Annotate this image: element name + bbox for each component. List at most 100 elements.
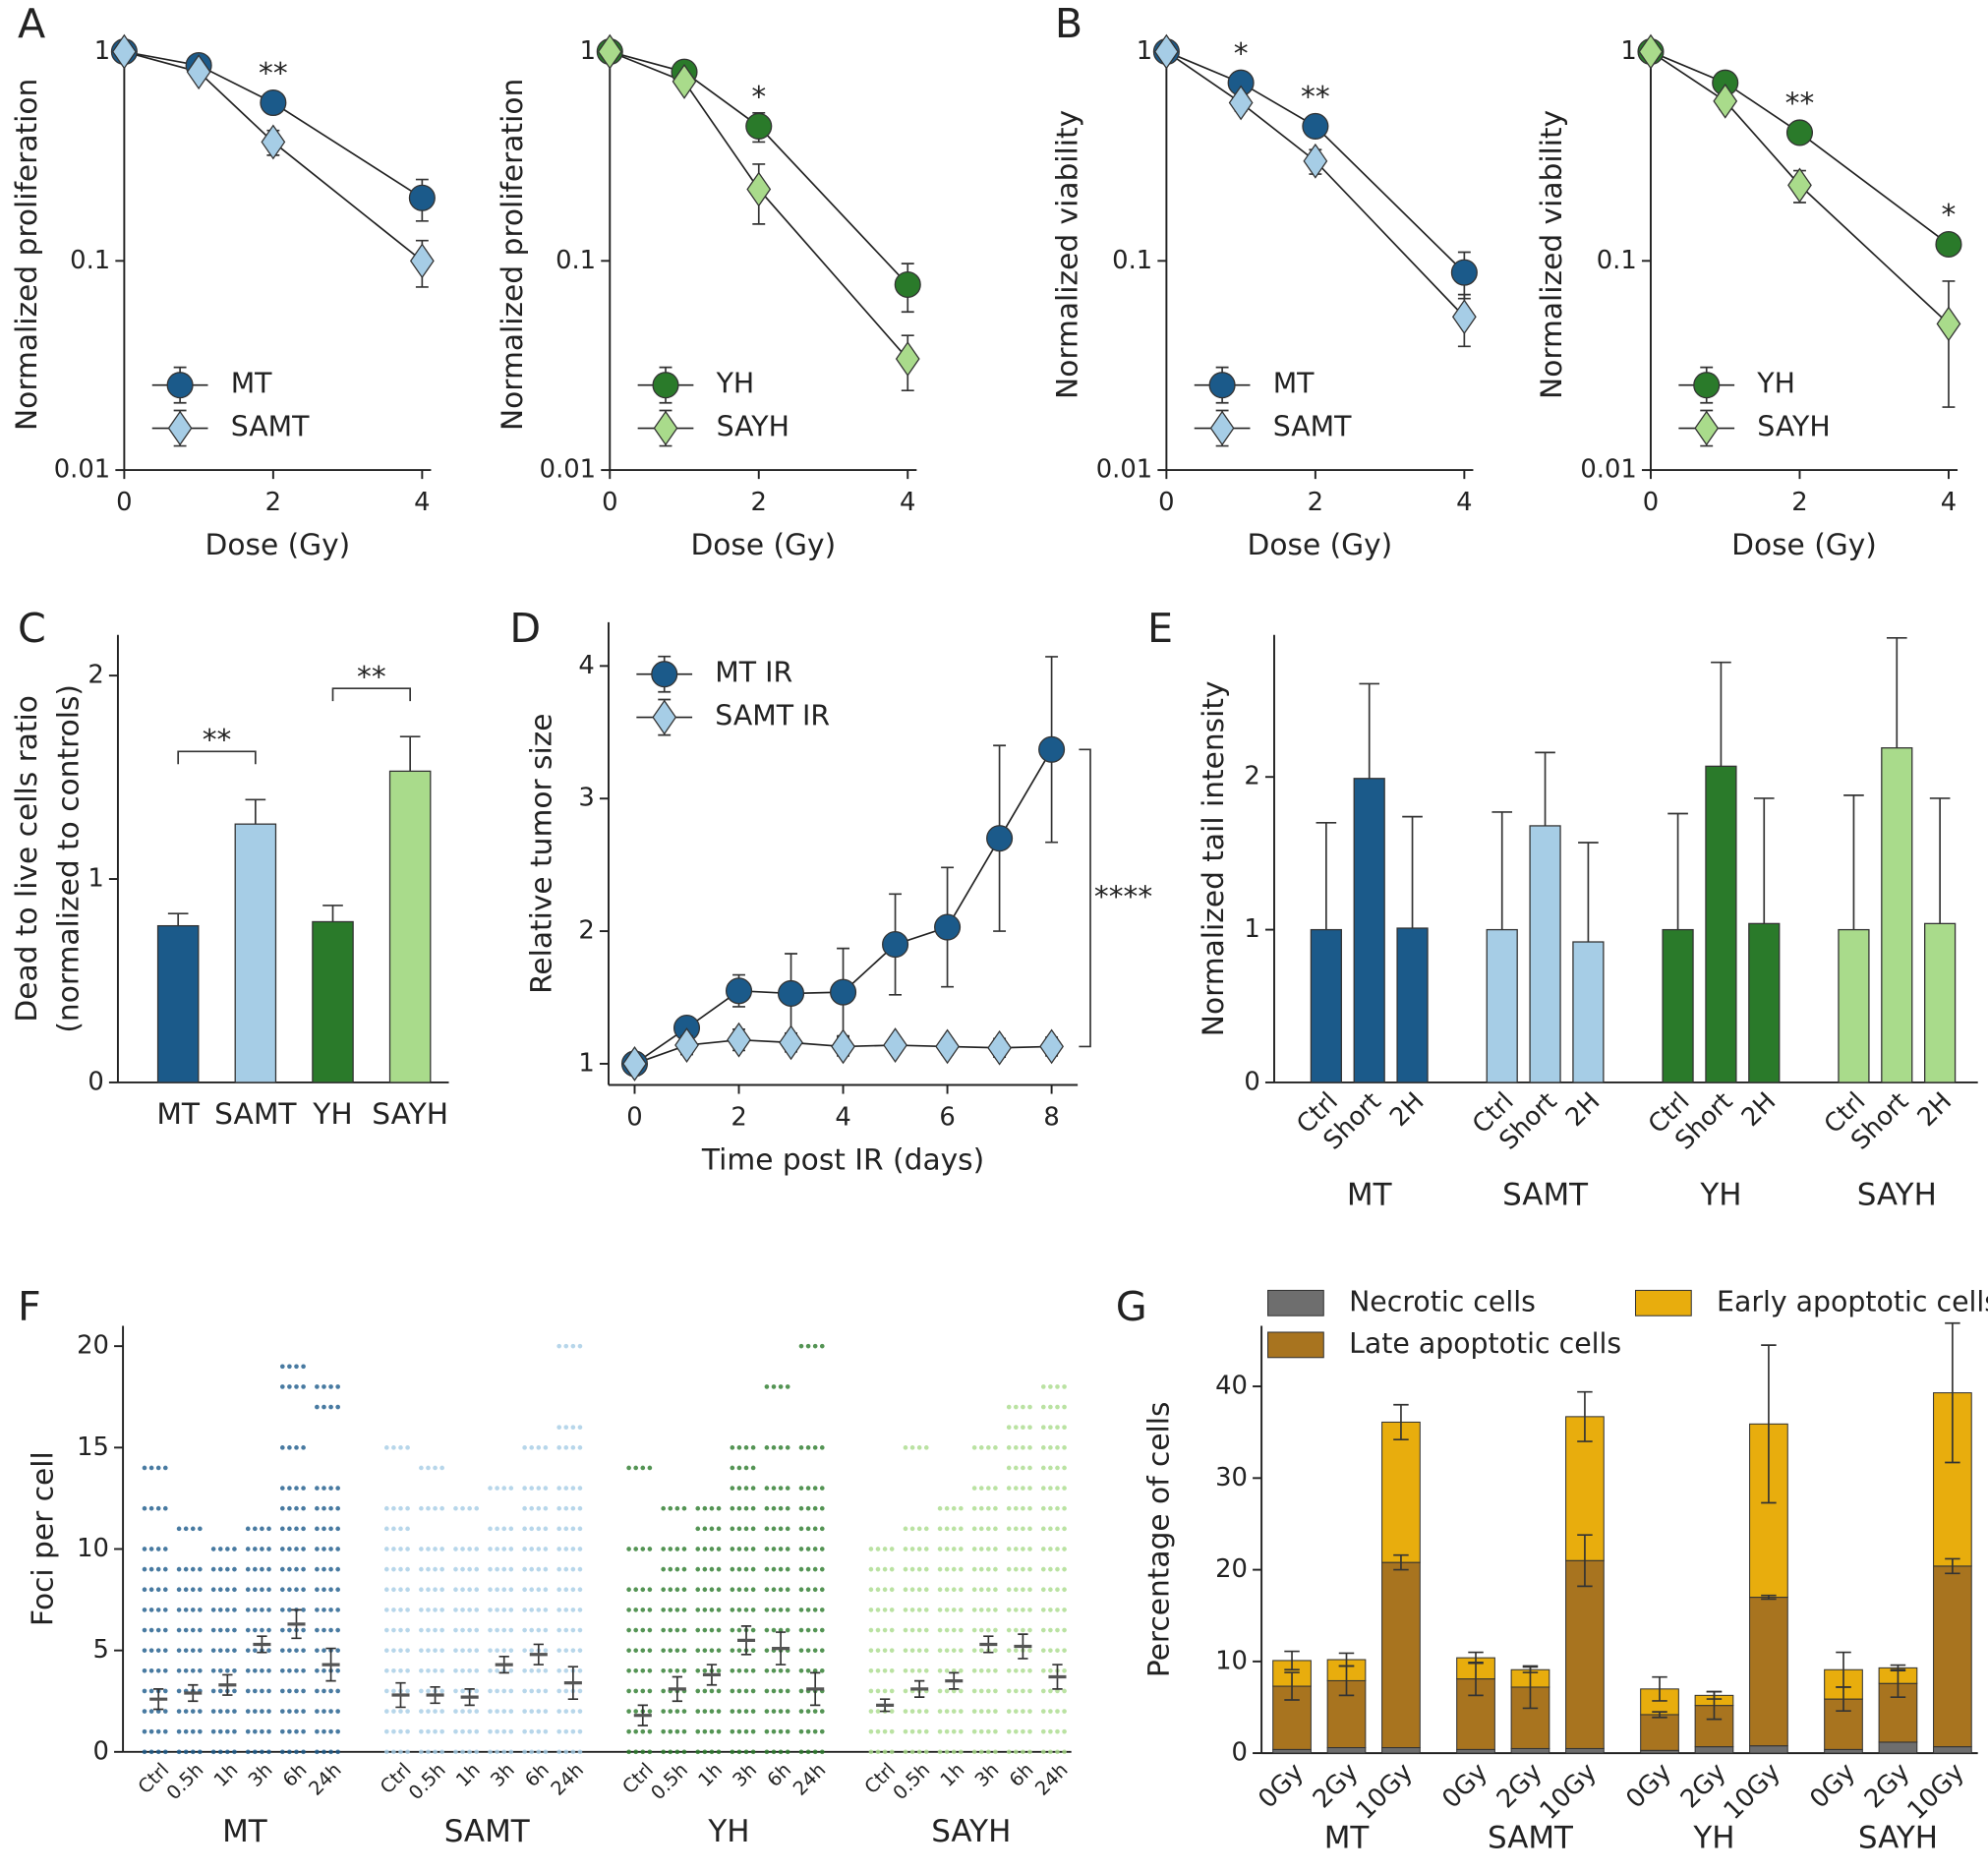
error-bar	[1468, 1651, 1484, 1665]
bar	[1881, 747, 1913, 1083]
bar-segment	[1749, 1745, 1788, 1754]
x-tick-label: 3h	[729, 1758, 762, 1791]
panel-label: F	[18, 1283, 41, 1330]
error-bar	[1711, 661, 1731, 767]
x-tick-label: 4	[1941, 488, 1957, 517]
group-label: YH	[1699, 1178, 1741, 1213]
x-tick-label: 2	[265, 488, 281, 517]
bar-segment	[1326, 1746, 1367, 1754]
marker	[1228, 85, 1254, 121]
bar-segment	[1381, 1746, 1421, 1754]
error-bar	[1706, 1690, 1723, 1700]
error-bar	[1338, 1652, 1355, 1667]
significance: **	[357, 659, 386, 693]
significance-bracket	[177, 750, 257, 765]
legend-label: YH	[716, 368, 755, 400]
marker	[779, 1024, 803, 1061]
x-tick-label: 24h	[547, 1758, 588, 1799]
significance: **	[1301, 80, 1330, 114]
bar-segment	[1381, 1421, 1421, 1563]
x-tick-label: SAMT	[214, 1096, 297, 1131]
legend-swatch	[1634, 1289, 1692, 1316]
y-tick-label: 0	[1244, 1067, 1259, 1096]
legend-marker	[651, 661, 678, 688]
y-tick-label: 4	[578, 651, 594, 680]
legend-label: SAMT	[1273, 411, 1352, 443]
marker	[1785, 119, 1814, 146]
bar-segment	[1565, 1747, 1605, 1754]
y-axis-label: Normalized viability	[1050, 110, 1084, 399]
error-bar	[1836, 1651, 1851, 1688]
group-label: YH	[1692, 1820, 1734, 1855]
series-line	[610, 50, 908, 286]
marker	[1935, 230, 1962, 259]
y-tick-label: 2	[88, 661, 103, 690]
y-tick-label: 0	[92, 1736, 108, 1766]
y-tick-label: 0.1	[1597, 246, 1637, 275]
marker	[672, 64, 697, 99]
error-bar	[1577, 1390, 1593, 1442]
error-bar	[1942, 280, 1956, 408]
bar	[1924, 922, 1957, 1083]
x-tick-label: MT	[156, 1096, 201, 1131]
x-tick-label: 2	[751, 488, 767, 517]
marker	[1153, 33, 1179, 70]
x-tick-label: 0Gy	[1436, 1758, 1493, 1815]
y-axis-label: Normalized tail intensity	[1196, 680, 1230, 1036]
bar-segment	[1272, 1685, 1312, 1750]
marker	[260, 88, 287, 117]
error-bar	[1761, 1344, 1777, 1504]
x-tick-label: 2H	[1912, 1086, 1959, 1133]
error-bar	[1843, 794, 1864, 930]
group-label: SAMT	[1502, 1178, 1588, 1213]
marker	[1787, 167, 1812, 204]
x-tick-label: 0.5h	[889, 1758, 935, 1804]
legend-label: MT	[231, 368, 272, 400]
y-tick-label: 15	[77, 1433, 109, 1462]
x-tick-label: 0Gy	[1620, 1758, 1677, 1815]
y-tick-label: 0.01	[540, 455, 596, 485]
y-tick-label: 5	[92, 1635, 108, 1665]
bar	[1705, 765, 1737, 1083]
series-line	[1650, 50, 1950, 324]
y-tick-label: 10	[1215, 1646, 1248, 1675]
bar	[1396, 927, 1429, 1083]
marker	[882, 931, 909, 959]
bar	[1310, 928, 1342, 1083]
bar	[234, 823, 277, 1083]
x-tick-label: 1h	[209, 1758, 243, 1791]
x-tick-label: 4	[835, 1103, 850, 1133]
y-axis-label: Foci per cell	[26, 1451, 60, 1626]
y-tick-label: 1	[1137, 36, 1152, 66]
legend-marker	[652, 372, 679, 399]
y-axis-label: Dead to live cells ratio	[9, 695, 43, 1023]
x-tick-label: 10Gy	[1351, 1758, 1419, 1826]
bar	[312, 920, 354, 1083]
bar-segment	[1749, 1597, 1788, 1747]
error-bar	[1491, 811, 1513, 930]
marker	[1638, 33, 1664, 70]
x-tick-label: 3h	[486, 1758, 519, 1791]
x-tick-label: 0.5h	[404, 1758, 450, 1804]
legend-label: MT IR	[715, 657, 792, 689]
marker	[1713, 84, 1738, 119]
y-tick-label: 30	[1215, 1463, 1248, 1492]
x-tick-label: 0	[116, 488, 132, 517]
y-axis-label: Normalized proliferation	[9, 79, 43, 431]
y-tick-label: 0.1	[70, 246, 110, 275]
marker	[934, 913, 962, 941]
y-tick-label: 1	[1620, 36, 1636, 66]
bar-segment	[1694, 1746, 1734, 1754]
x-tick-label: 6	[939, 1103, 955, 1133]
series-line	[1650, 50, 1950, 246]
marker	[777, 979, 805, 1008]
marker	[409, 243, 435, 279]
y-tick-label: 0.01	[54, 455, 110, 485]
legend-label: YH	[1756, 368, 1795, 400]
x-axis-label: Dose (Gy)	[690, 527, 836, 561]
y-tick-label: 40	[1215, 1372, 1248, 1401]
legend-marker	[1693, 372, 1721, 399]
error-bar	[1284, 1650, 1300, 1671]
significance-bracket	[331, 687, 412, 702]
